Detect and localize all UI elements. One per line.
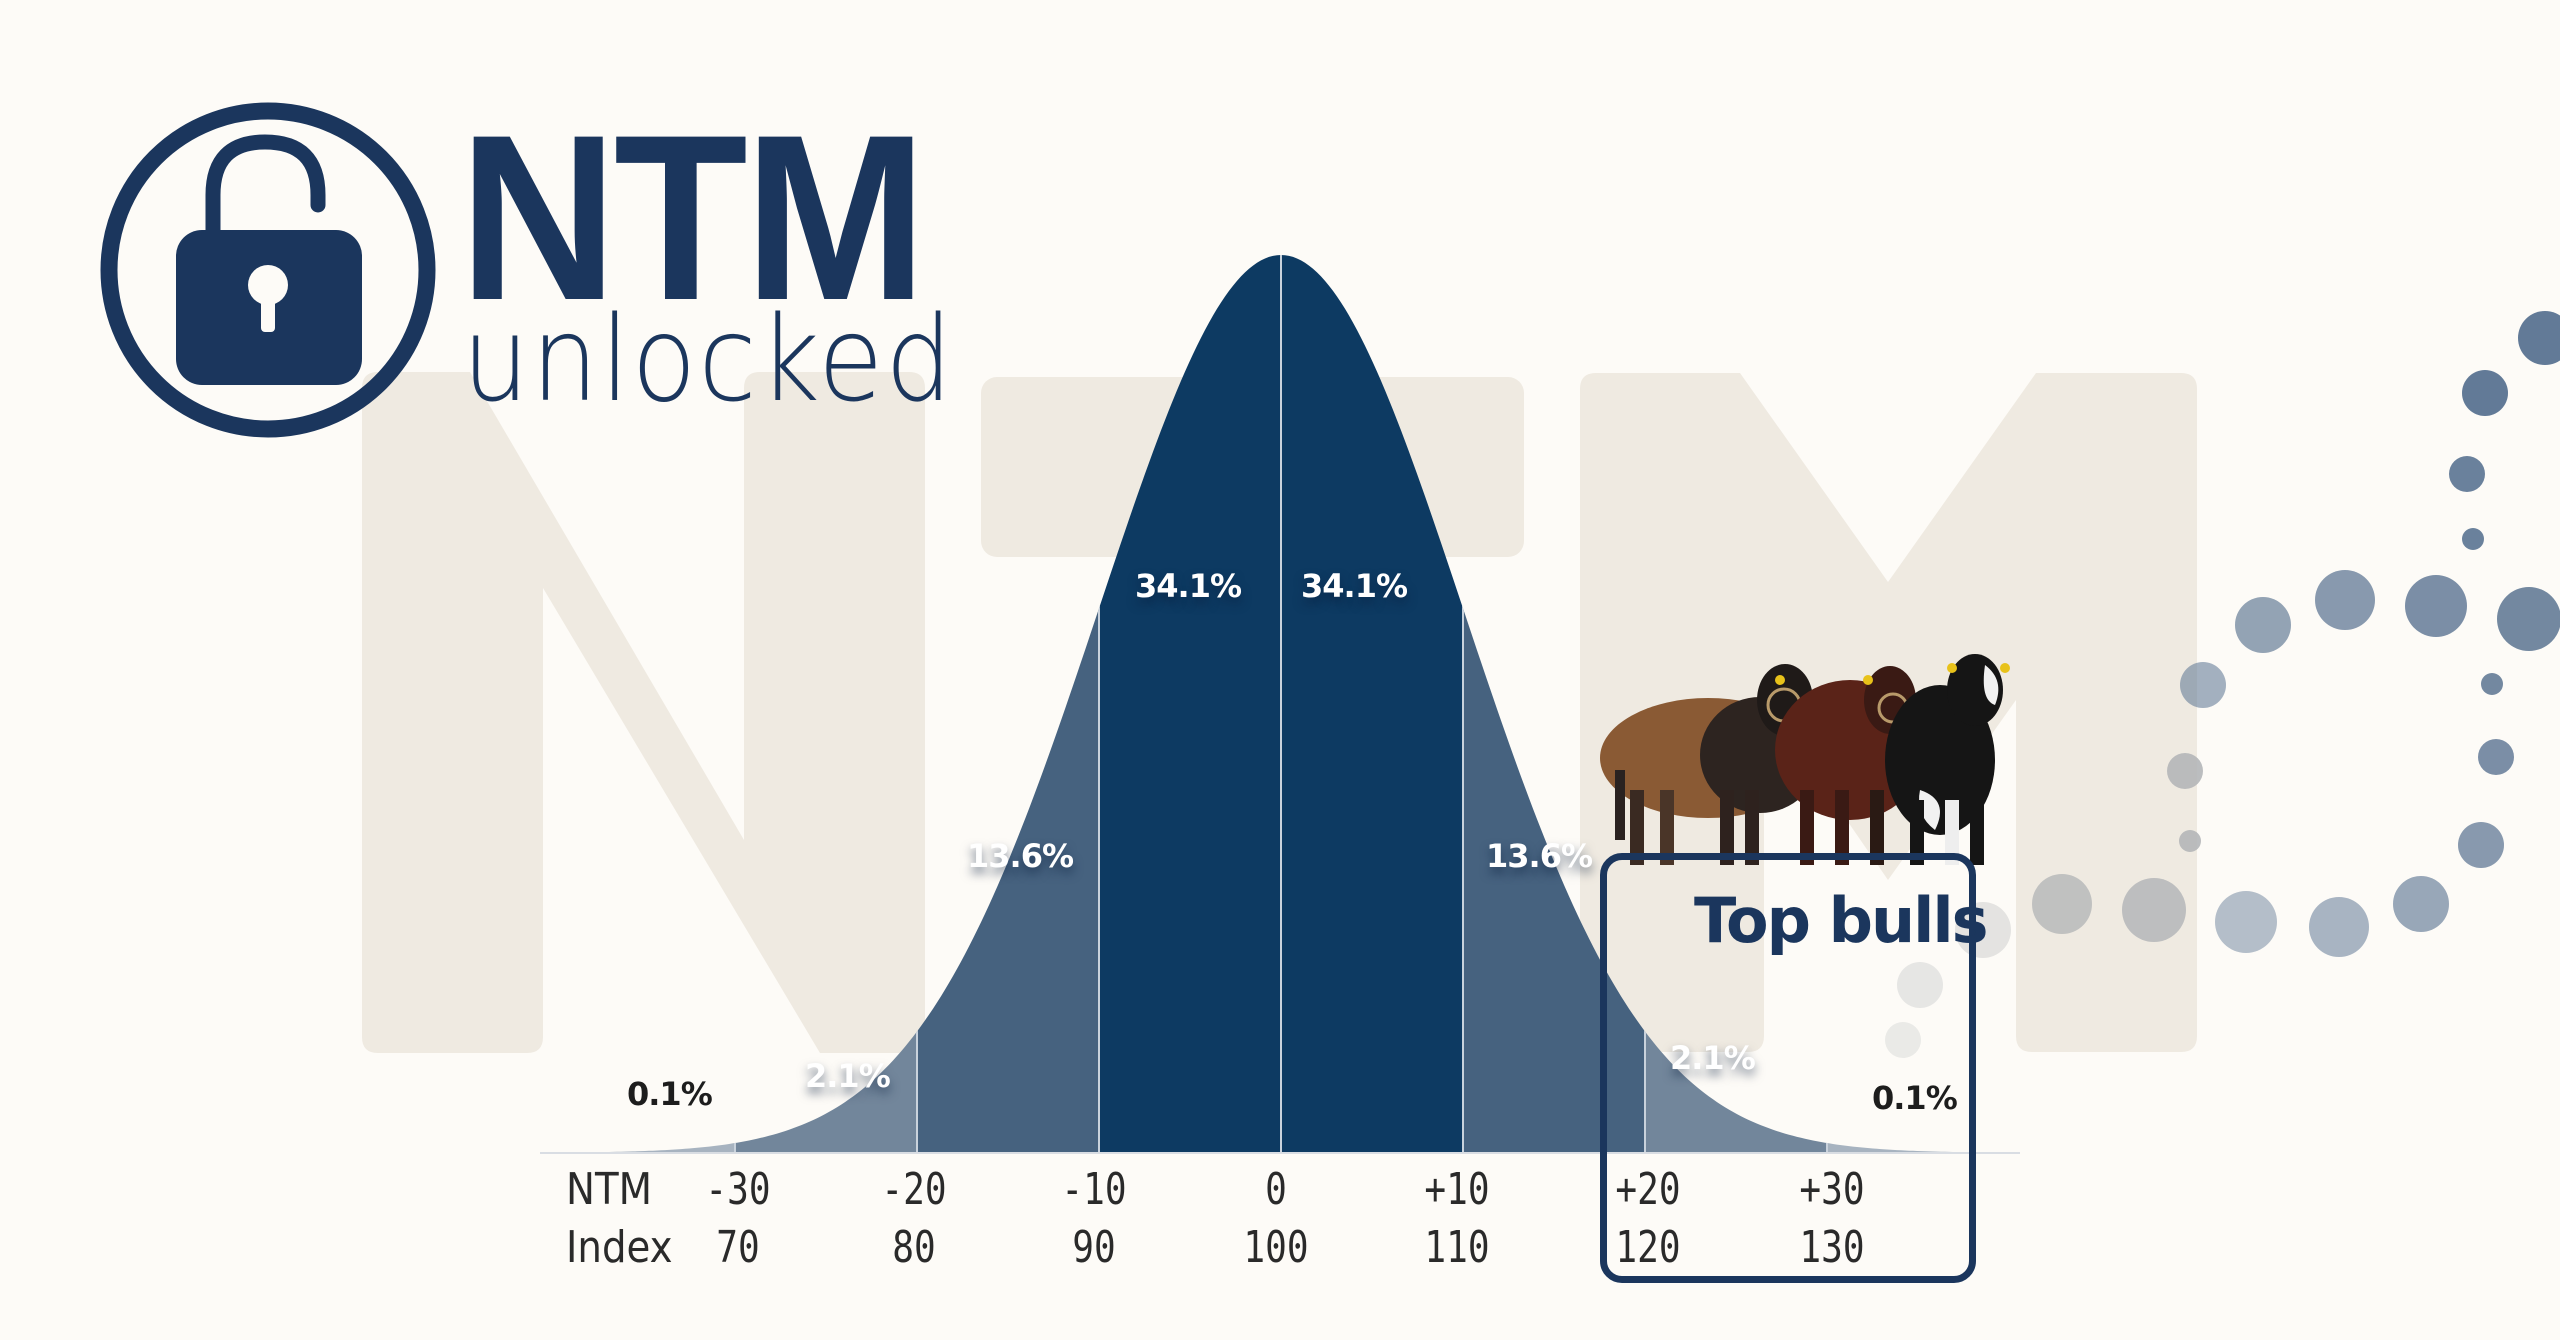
logo-title: NTM: [459, 86, 927, 350]
decorative-dot: [2497, 587, 2560, 651]
index-tick-label: 110: [1424, 1222, 1490, 1273]
decorative-dot: [1885, 1022, 1921, 1058]
top-bulls-callout-box: [1600, 853, 1976, 1283]
index-tick-label: 70: [716, 1222, 760, 1273]
index-tick-label: 80: [892, 1222, 936, 1273]
pct-label-right-2sd: 2.1%: [1670, 1039, 1756, 1077]
ntm-tick-label: -30: [705, 1164, 771, 1215]
axis-row-label-ntm: NTM: [566, 1164, 653, 1215]
ntm-tick-label: 0: [1265, 1164, 1287, 1215]
decorative-dot: [2215, 891, 2277, 953]
decorative-dot: [2315, 570, 2375, 630]
decorative-dot: [2122, 878, 2186, 942]
ntm-tick-label: -10: [1061, 1164, 1127, 1215]
three-bulls-image: [1600, 654, 2010, 865]
decorative-dot: [2481, 673, 2503, 695]
decorative-dot: [2462, 528, 2484, 550]
decorative-dot: [2309, 897, 2369, 957]
ntm-tick-label: +30: [1799, 1164, 1865, 1215]
pct-label-right-center: 34.1%: [1301, 567, 1408, 605]
bell-segment: [1099, 255, 1281, 1153]
decorative-dot: [2449, 456, 2485, 492]
decorative-dot: [2393, 876, 2449, 932]
decorative-dot: [2032, 874, 2092, 934]
index-tick-label: 100: [1243, 1222, 1309, 1273]
decorative-dot: [2405, 575, 2467, 637]
index-tick-label: 90: [1072, 1222, 1116, 1273]
pct-label-left-center: 34.1%: [1135, 567, 1242, 605]
decorative-dot: [2235, 597, 2291, 653]
ntm-tick-label: +20: [1615, 1164, 1681, 1215]
decorative-dot: [2458, 822, 2504, 868]
decorative-dot: [2462, 370, 2508, 416]
pct-label-left-1sd: 13.6%: [967, 837, 1074, 875]
decorative-dot: [2518, 311, 2560, 365]
pct-label-left-2sd: 2.1%: [805, 1057, 891, 1095]
ntm-tick-label: +10: [1424, 1164, 1490, 1215]
index-tick-label: 130: [1799, 1222, 1865, 1273]
pct-label-right-1sd: 13.6%: [1486, 837, 1593, 875]
watermark-letter-n: [362, 372, 925, 1053]
unlocked-padlock-icon: [100, 102, 436, 438]
ntm-tick-label: -20: [881, 1164, 947, 1215]
axis-row-label-index: Index: [566, 1222, 673, 1273]
pct-label-right-tail: 0.1%: [1872, 1079, 1958, 1117]
index-tick-label: 120: [1615, 1222, 1681, 1273]
decorative-dot: [2478, 739, 2514, 775]
decorative-dot: [2167, 753, 2203, 789]
decorative-dot: [2179, 830, 2201, 852]
pct-label-left-tail: 0.1%: [627, 1075, 713, 1113]
decorative-dot: [1897, 962, 1943, 1008]
top-bulls-title: Top bulls: [1694, 884, 1989, 957]
decorative-dot: [2180, 662, 2226, 708]
bell-segment: [1281, 255, 1463, 1153]
logo-subtitle: unlocked: [462, 290, 955, 428]
